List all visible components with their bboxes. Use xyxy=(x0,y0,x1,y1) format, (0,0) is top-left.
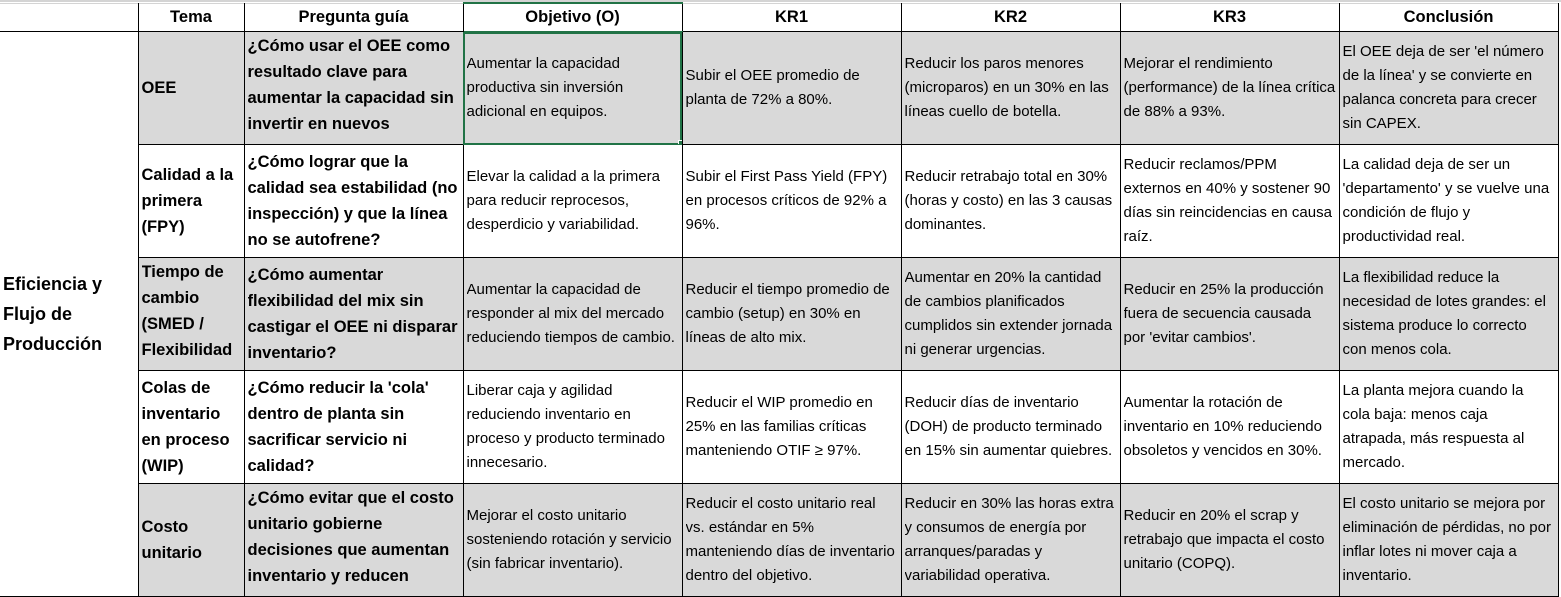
cell-objetivo-selected[interactable]: Aumentar la capacidad productiva sin inv… xyxy=(462,31,683,145)
header-objetivo[interactable]: Objetivo (O) xyxy=(462,2,683,32)
cell-text: El OEE deja de ser 'el número de la líne… xyxy=(1342,43,1544,132)
cell-text: Reducir en 25% la producción fuera de se… xyxy=(1123,281,1324,346)
cell-text: Reducir reclamos/PPM externos en 40% y s… xyxy=(1123,156,1332,245)
header-pregunta-guia[interactable]: Pregunta guía xyxy=(243,2,464,32)
sheet-top-gridline xyxy=(0,0,1561,2)
cell-kr1[interactable]: Subir el OEE promedio de planta de 72% a… xyxy=(681,31,902,145)
cell-kr2[interactable]: Reducir días de inventario (DOH) de prod… xyxy=(900,370,1121,484)
cell-text: ¿Cómo evitar que el costo unitario gobie… xyxy=(247,489,454,595)
cell-text: Reducir en 20% el scrap y retrabajo que … xyxy=(1123,507,1325,572)
cell-kr3[interactable]: Mejorar el rendimiento (performance) de … xyxy=(1119,31,1340,145)
cell-pregunta[interactable]: ¿Cómo reducir la 'cola' dentro de planta… xyxy=(243,370,464,484)
cell-text: El costo unitario se mejora por eliminac… xyxy=(1342,495,1551,584)
cell-text: Reducir el tiempo promedio de cambio (se… xyxy=(685,281,890,346)
cell-text: ¿Cómo reducir la 'cola' dentro de planta… xyxy=(247,379,429,475)
cell-objetivo[interactable]: Mejorar el costo unitario sosteniendo ro… xyxy=(462,483,683,597)
cell-text: Reducir retrabajo total en 30% (horas y … xyxy=(904,168,1113,233)
header-tema[interactable]: Tema xyxy=(137,2,245,32)
cell-text: ¿Cómo usar el OEE como resultado clave p… xyxy=(247,37,454,143)
cell-kr2[interactable]: Reducir retrabajo total en 30% (horas y … xyxy=(900,144,1121,258)
cell-text: ¿Cómo lograr que la calidad sea estabili… xyxy=(247,153,458,249)
cell-text: Reducir los paros menores (microparos) e… xyxy=(904,55,1109,120)
cell-text: Liberar caja y agilidad reduciendo inven… xyxy=(466,382,665,471)
cell-kr3[interactable]: Reducir reclamos/PPM externos en 40% y s… xyxy=(1119,144,1340,258)
cell-text: Reducir el costo unitario real vs. están… xyxy=(685,495,895,584)
cell-text: Costo unitario xyxy=(141,518,203,562)
header-kr1[interactable]: KR1 xyxy=(681,2,902,32)
cell-text: Subir el First Pass Yield (FPY) en proce… xyxy=(685,168,888,233)
fill-handle[interactable] xyxy=(677,140,681,144)
cell-text: Mejorar el costo unitario sosteniendo ro… xyxy=(466,507,672,572)
table-row: Tiempo de cambio (SMED / Flexibilidad ) … xyxy=(0,257,1559,371)
cell-tema[interactable]: Tiempo de cambio (SMED / Flexibilidad ) xyxy=(137,257,245,371)
table-row: Costo unitario ¿Cómo evitar que el costo… xyxy=(0,483,1559,597)
header-kr2[interactable]: KR2 xyxy=(900,2,1121,32)
cell-text: La calidad deja de ser un 'departamento'… xyxy=(1342,156,1550,245)
cell-pregunta[interactable]: ¿Cómo lograr que la calidad sea estabili… xyxy=(243,144,464,258)
cell-pregunta[interactable]: ¿Cómo usar el OEE como resultado clave p… xyxy=(243,31,464,145)
cell-tema[interactable]: OEE xyxy=(137,31,245,145)
cell-text: Aumentar la capacidad de responder al mi… xyxy=(466,281,675,346)
cell-text: La flexibilidad reduce la necesidad de l… xyxy=(1342,269,1546,358)
cell-text: La planta mejora cuando la cola baja: me… xyxy=(1342,382,1525,471)
cell-kr1[interactable]: Reducir el WIP promedio en 25% en las fa… xyxy=(681,370,902,484)
cell-kr3[interactable]: Aumentar la rotación de inventario en 10… xyxy=(1119,370,1340,484)
cell-text: Reducir días de inventario (DOH) de prod… xyxy=(904,394,1113,459)
cell-conclusion[interactable]: La planta mejora cuando la cola baja: me… xyxy=(1338,370,1559,484)
header-conclusion[interactable]: Conclusión xyxy=(1338,2,1559,32)
cell-text: Aumentar en 20% la cantidad de cambios p… xyxy=(904,269,1113,358)
table-row: Eficiencia y Flujo de Producción OEE ¿Có… xyxy=(0,31,1559,597)
cell-conclusion[interactable]: El costo unitario se mejora por eliminac… xyxy=(1338,483,1559,597)
cell-kr2[interactable]: Reducir los paros menores (microparos) e… xyxy=(900,31,1121,145)
cell-kr2[interactable]: Reducir en 30% las horas extra y consumo… xyxy=(900,483,1121,597)
cell-conclusion[interactable]: El OEE deja de ser 'el número de la líne… xyxy=(1338,31,1559,145)
category-cell[interactable]: Eficiencia y Flujo de Producción xyxy=(0,31,138,597)
cell-conclusion[interactable]: La calidad deja de ser un 'departamento'… xyxy=(1338,144,1559,258)
cell-text: Aumentar la rotación de inventario en 10… xyxy=(1123,394,1322,459)
table-row: Calidad a la primera (FPY) ¿Cómo lograr … xyxy=(0,144,1559,258)
cell-kr2[interactable]: Aumentar en 20% la cantidad de cambios p… xyxy=(900,257,1121,371)
cell-objetivo[interactable]: Aumentar la capacidad de responder al mi… xyxy=(462,257,683,371)
cell-kr1[interactable]: Reducir el costo unitario real vs. están… xyxy=(681,483,902,597)
table-row: Colas de inventario en proceso (WIP) ¿Có… xyxy=(0,370,1559,484)
cell-text: Elevar la calidad a la primera para redu… xyxy=(466,168,660,233)
cell-text: ¿Cómo aumentar flexibilidad del mix sin … xyxy=(247,266,458,362)
header-row: Tema Pregunta guía Objetivo (O) KR1 KR2 … xyxy=(0,2,1559,32)
cell-kr1[interactable]: Subir el First Pass Yield (FPY) en proce… xyxy=(681,144,902,258)
cell-text: Calidad a la primera (FPY) xyxy=(141,166,234,236)
cell-text: Tiempo de cambio (SMED / Flexibilidad ) xyxy=(141,263,233,369)
cell-tema[interactable]: Colas de inventario en proceso (WIP) xyxy=(137,370,245,484)
cell-text: Mejorar el rendimiento (performance) de … xyxy=(1123,55,1336,120)
cell-text: Subir el OEE promedio de planta de 72% a… xyxy=(685,67,860,108)
cell-text: Reducir en 30% las horas extra y consumo… xyxy=(904,495,1114,584)
cell-text: Colas de inventario en proceso (WIP) xyxy=(141,379,230,475)
cell-tema[interactable]: Calidad a la primera (FPY) xyxy=(137,144,245,258)
cell-text: Reducir el WIP promedio en 25% en las fa… xyxy=(685,394,873,459)
cell-kr3[interactable]: Reducir en 20% el scrap y retrabajo que … xyxy=(1119,483,1340,597)
cell-pregunta[interactable]: ¿Cómo evitar que el costo unitario gobie… xyxy=(243,483,464,597)
cell-conclusion[interactable]: La flexibilidad reduce la necesidad de l… xyxy=(1338,257,1559,371)
cell-tema[interactable]: Costo unitario xyxy=(137,483,245,597)
cell-text: Aumentar la capacidad productiva sin inv… xyxy=(466,55,624,120)
cell-pregunta[interactable]: ¿Cómo aumentar flexibilidad del mix sin … xyxy=(243,257,464,371)
cell-text: OEE xyxy=(141,79,177,97)
header-kr3[interactable]: KR3 xyxy=(1119,2,1340,32)
cell-kr3[interactable]: Reducir en 25% la producción fuera de se… xyxy=(1119,257,1340,371)
cell-objetivo[interactable]: Elevar la calidad a la primera para redu… xyxy=(462,144,683,258)
cell-objetivo[interactable]: Liberar caja y agilidad reduciendo inven… xyxy=(462,370,683,484)
header-cell-blank[interactable] xyxy=(0,2,139,32)
cell-kr1[interactable]: Reducir el tiempo promedio de cambio (se… xyxy=(681,257,902,371)
